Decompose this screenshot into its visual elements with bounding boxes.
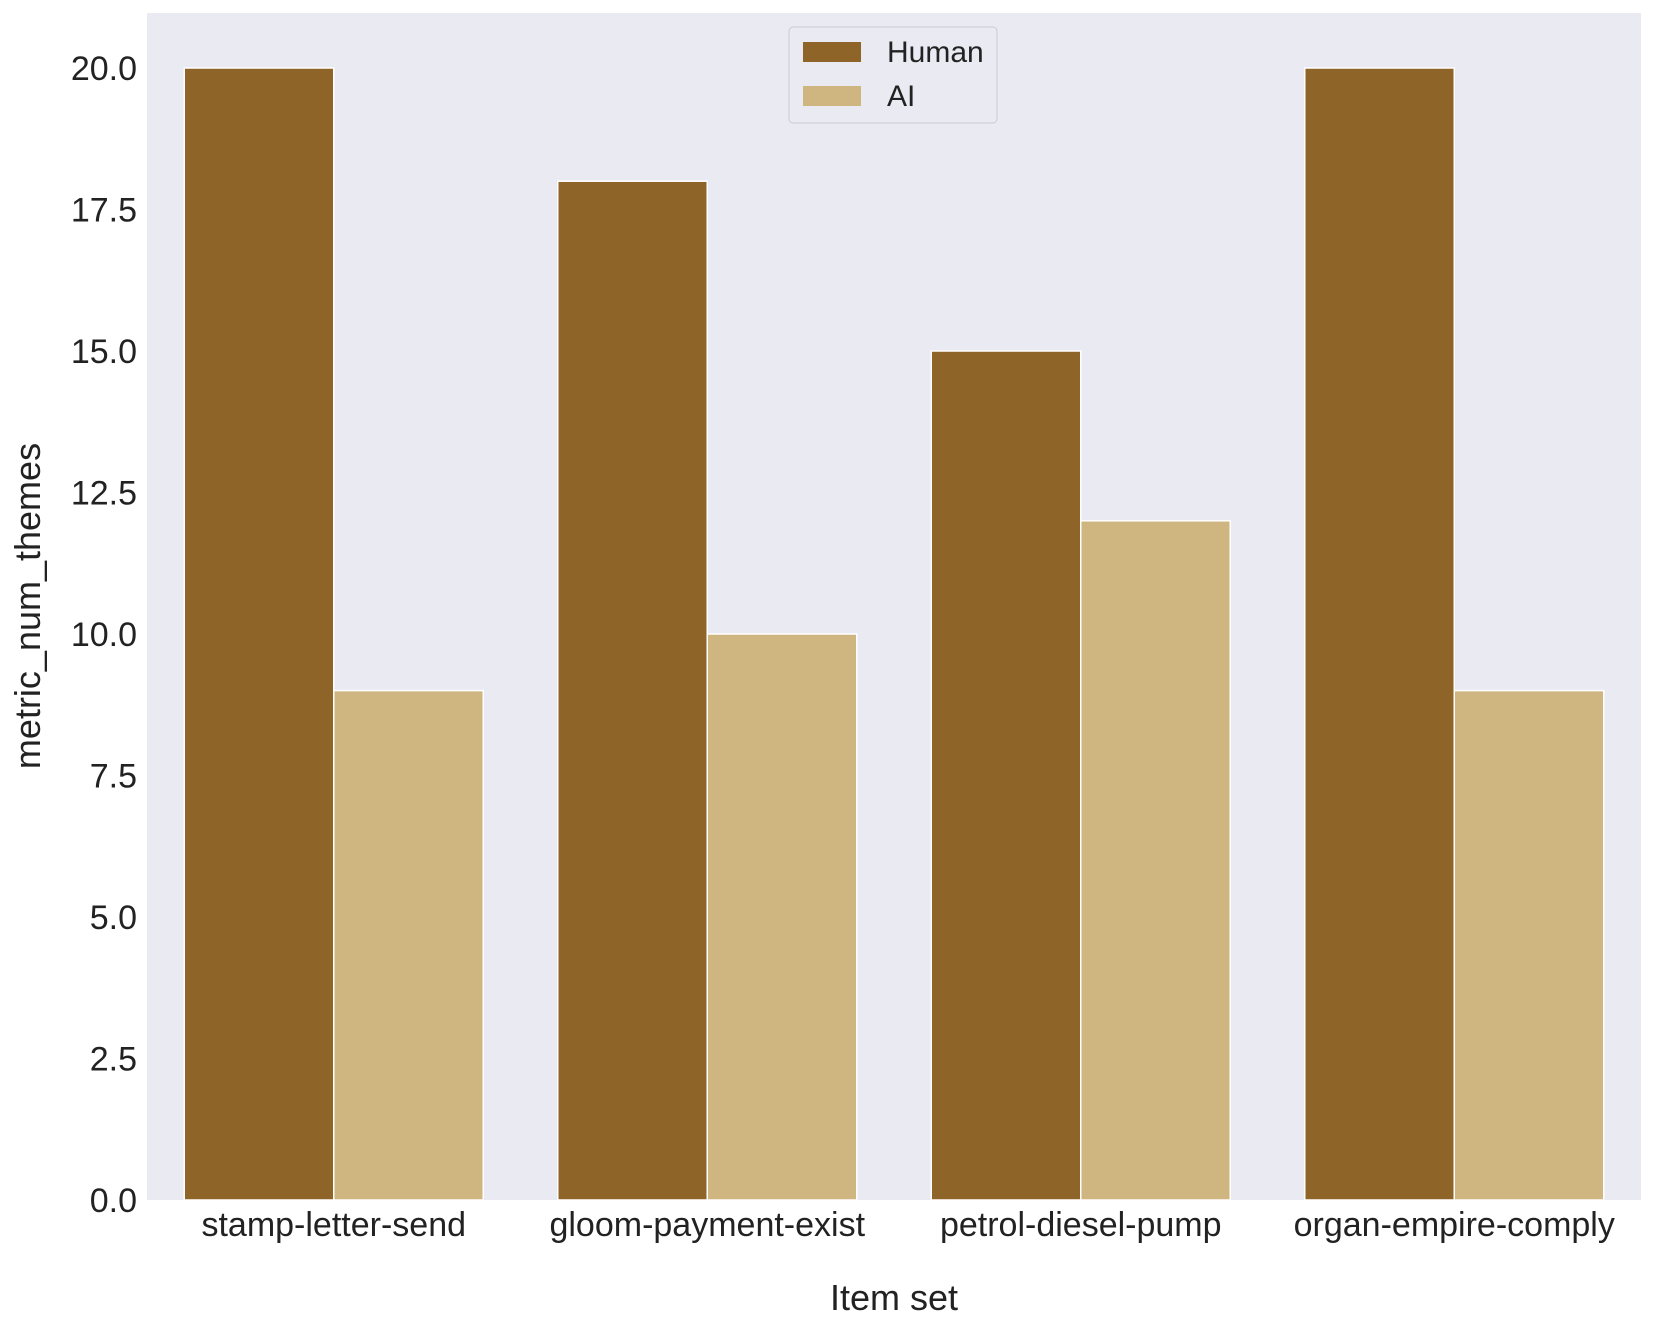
y-tick-label: 5.0 [90,899,137,937]
legend-swatch-ai [803,86,861,106]
y-tick-label: 0.0 [90,1182,137,1220]
y-tick-label: 7.5 [90,758,137,796]
bar-human-organ-empire-comply [1304,67,1455,1201]
bar-ai-organ-empire-comply [1453,689,1605,1201]
x-axis-label: Item set [830,1277,958,1318]
legend: Human AI [788,26,998,124]
bar-human-stamp-letter-send [183,67,335,1201]
bar-ai-stamp-letter-send [333,689,484,1201]
y-axis-label: metric_num_themes [7,443,48,769]
y-tick-label: 15.0 [71,333,137,371]
bar-ai-gloom-payment-exist [706,633,858,1201]
x-tick-label: organ-empire-comply [1294,1206,1615,1244]
legend-label-ai: AI [887,80,915,113]
y-tick-label: 10.0 [71,616,137,654]
bar-human-gloom-payment-exist [557,180,708,1201]
bar-ai-petrol-diesel-pump [1080,520,1231,1201]
x-tick-label: stamp-letter-send [201,1206,466,1244]
bar-human-petrol-diesel-pump [930,350,1082,1201]
y-tick-label: 17.5 [71,192,137,230]
y-tick-label: 20.0 [71,50,137,88]
y-tick-label: 12.5 [71,475,137,513]
legend-swatch-human [803,42,861,62]
legend-label-human: Human [887,36,984,69]
y-tick-label: 2.5 [90,1041,137,1079]
x-tick-label: petrol-diesel-pump [940,1206,1222,1244]
x-tick-label: gloom-payment-exist [549,1206,865,1244]
